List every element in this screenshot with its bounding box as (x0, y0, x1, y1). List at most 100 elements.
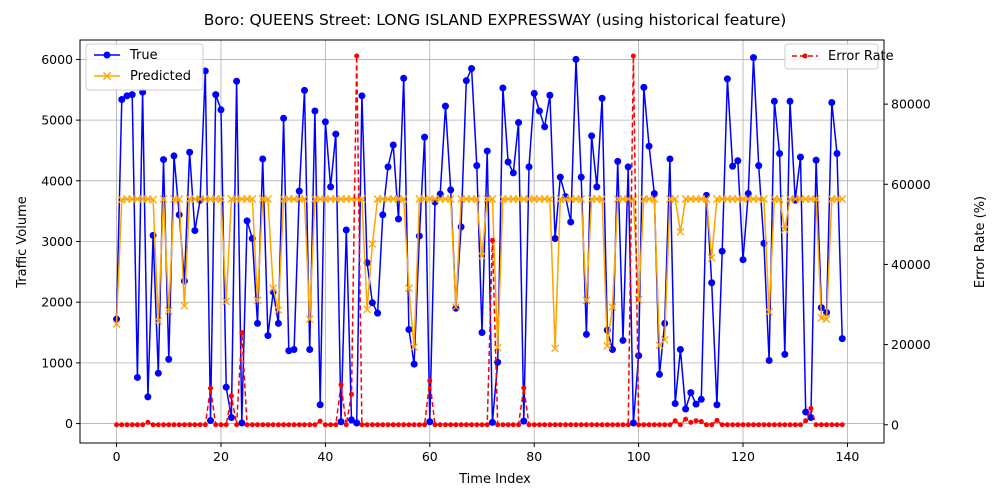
true-point (264, 332, 272, 340)
predicted-point (822, 315, 831, 324)
predicted-point (357, 195, 366, 203)
predicted-point (759, 195, 768, 203)
error-rate-point (234, 422, 240, 428)
true-point (254, 319, 262, 327)
true-point (609, 346, 617, 354)
error-rate-point (296, 422, 302, 428)
error-rate-point (359, 422, 365, 428)
error-rate-point (625, 422, 631, 428)
true-point (640, 83, 648, 91)
true-point (828, 99, 836, 107)
error-rate-point (479, 422, 485, 428)
predicted-point (410, 343, 419, 352)
error-rate-point (516, 422, 522, 428)
true-point (572, 55, 580, 63)
true-point (415, 232, 423, 240)
true-point (452, 304, 460, 312)
predicted-point (603, 341, 612, 350)
error-rate-point (145, 419, 151, 425)
true-point (593, 183, 601, 191)
predicted-point (269, 284, 278, 293)
error-rate-point (563, 422, 569, 428)
x-tick-label: 140 (836, 449, 860, 464)
error-rate-point (134, 422, 140, 428)
true-point (551, 234, 559, 242)
error-rate-point (797, 422, 803, 428)
error-rate-point (265, 422, 271, 428)
true-point (749, 54, 757, 62)
y2-tick-label: 20000 (891, 337, 931, 352)
true-point (300, 86, 308, 94)
error-rate-point (745, 422, 751, 428)
error-rate-point (787, 422, 793, 428)
plot-marks (112, 53, 847, 428)
error-rate-point (442, 422, 448, 428)
true-point (520, 417, 528, 425)
error-rate-point (395, 422, 401, 428)
error-rate-point (599, 422, 605, 428)
true-point (671, 400, 679, 408)
true-point (765, 356, 773, 364)
y2-tick-label: 80000 (891, 97, 931, 112)
error-rate-point (683, 416, 689, 422)
error-rate-point (646, 422, 652, 428)
true-point (285, 347, 293, 355)
error-rate-point (489, 237, 495, 243)
true-point (582, 330, 590, 338)
error-rate-point (208, 385, 214, 391)
true-point (682, 405, 690, 413)
true-point (311, 107, 319, 115)
true-point (170, 152, 178, 160)
error-rate-point (338, 382, 344, 388)
true-point (598, 94, 606, 102)
predicted-point (217, 195, 225, 203)
true-point (217, 106, 225, 114)
true-point (656, 370, 664, 378)
true-point (567, 218, 575, 226)
true-point (191, 227, 199, 235)
error-rate-point (181, 422, 187, 428)
true-point (280, 114, 288, 122)
error-rate-point (521, 385, 527, 391)
error-rate-point (662, 422, 668, 428)
error-rate-point (688, 419, 694, 425)
error-rate-point (422, 422, 428, 428)
true-point (499, 84, 507, 92)
error-rate-point (677, 422, 683, 428)
true-point (796, 153, 804, 161)
predicted-point (660, 335, 669, 344)
true-point (358, 92, 366, 100)
predicted-point (551, 344, 560, 353)
error-rate-point (291, 422, 297, 428)
true-point (342, 226, 350, 234)
predicted-point (702, 195, 711, 203)
error-rate-point (536, 422, 542, 428)
true-point (295, 187, 303, 195)
error-rate-point (583, 422, 589, 428)
true-point (729, 162, 737, 170)
x-tick-label: 60 (422, 449, 438, 464)
error-rate-point (834, 422, 840, 428)
predicted-point (300, 195, 309, 203)
error-rate-point (615, 422, 621, 428)
error-rate-point (369, 422, 375, 428)
predicted-point (650, 195, 659, 203)
error-rate-point (724, 422, 730, 428)
predicted-point (222, 297, 231, 306)
error-rate-point (474, 422, 480, 428)
predicted-point (404, 284, 413, 293)
error-rate-point (114, 422, 120, 428)
error-rate-point (432, 422, 438, 428)
error-rate-point (589, 422, 595, 428)
error-rate-point (672, 418, 678, 424)
true-point (546, 91, 554, 99)
error-rate-point (651, 422, 657, 428)
error-rate-point (803, 418, 809, 424)
predicted-point (175, 195, 184, 203)
y-axis-ticks: 0 1000 2000 3000 4000 5000 6000 (41, 52, 80, 431)
true-point (776, 149, 784, 157)
error-rate-point (390, 422, 396, 428)
true-point (812, 156, 820, 164)
error-rate-point (777, 422, 783, 428)
true-point (483, 147, 491, 155)
